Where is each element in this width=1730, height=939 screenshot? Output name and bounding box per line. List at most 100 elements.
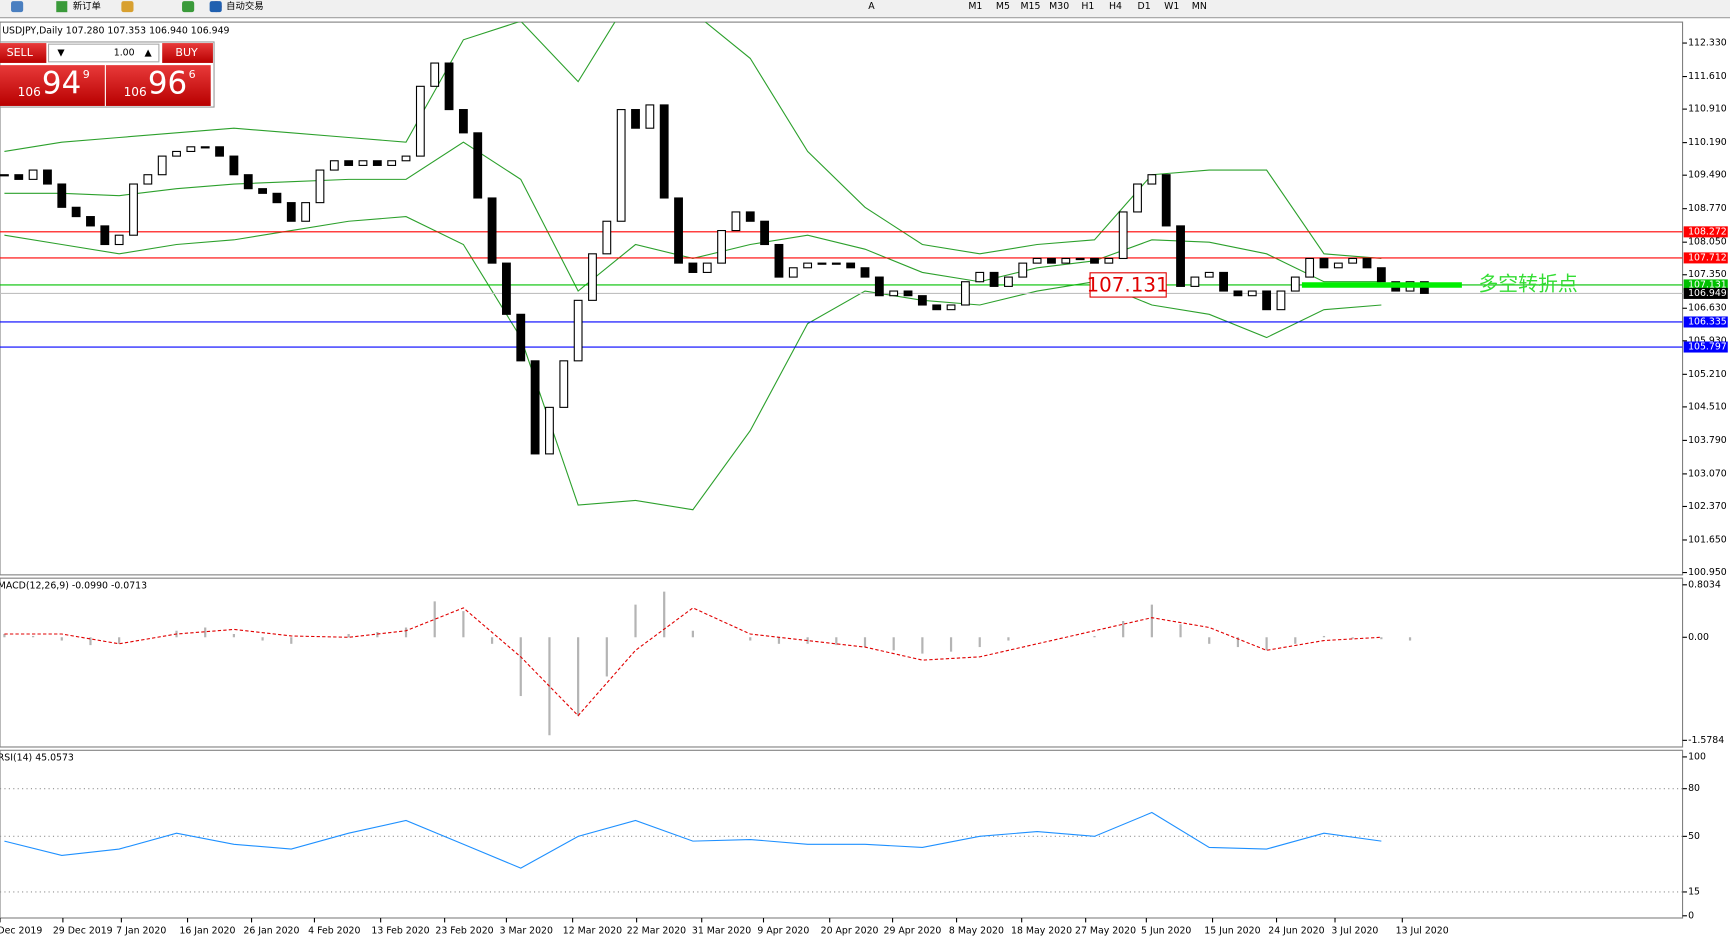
- candle-body: [702, 262, 712, 273]
- sell-button[interactable]: [0, 43, 47, 63]
- candle-body: [1362, 257, 1372, 269]
- timeframe-button[interactable]: M1: [968, 1, 982, 12]
- x-tick-label: 27 May 2020: [1075, 926, 1136, 937]
- candle-body: [975, 271, 985, 283]
- y-tick-label: 108.770: [1688, 203, 1727, 214]
- lots-input[interactable]: [47, 43, 160, 63]
- x-tick-label: 5 Jun 2020: [1141, 926, 1191, 937]
- y-tick-label: 101.650: [1688, 534, 1727, 545]
- toolbar-icon[interactable]: [182, 1, 195, 13]
- candle-body: [846, 262, 856, 269]
- y-tick-label: 0.00: [1688, 632, 1709, 643]
- x-tick-label: 29 Apr 2020: [884, 926, 942, 937]
- timeframe-button[interactable]: W1: [1164, 1, 1179, 12]
- candle-body: [458, 109, 468, 134]
- y-tick-label: 15: [1688, 886, 1700, 897]
- macd-title: MACD(12,26,9) -0.0990 -0.0713: [0, 580, 147, 591]
- candle-body: [817, 262, 827, 265]
- buy_price-big[interactable]: 106: [124, 85, 147, 99]
- macd-plot: [3, 591, 1412, 736]
- candle-body: [1305, 257, 1315, 278]
- turning-point-label: 多空转折点: [1478, 272, 1577, 295]
- toolbar-icon[interactable]: [11, 1, 24, 13]
- candle-body: [1147, 174, 1157, 185]
- x-tick-label: 29 Dec 2019: [53, 926, 113, 937]
- y-tick-label: 109.490: [1688, 170, 1727, 181]
- candle-body: [358, 160, 368, 166]
- candle-body: [1061, 257, 1071, 264]
- candle-body: [874, 276, 884, 297]
- timeframe-button[interactable]: MN: [1192, 1, 1207, 12]
- candle-body: [0, 174, 9, 177]
- macd-panel: [0, 577, 1684, 748]
- toolbar-icon[interactable]: [121, 1, 134, 13]
- buy_price-main[interactable]: 96: [148, 65, 187, 101]
- x-tick-label: 20 Apr 2020: [821, 926, 879, 937]
- buy-label[interactable]: BUY: [175, 46, 198, 59]
- candle-body: [1032, 257, 1042, 264]
- timeframe-button[interactable]: H4: [1109, 1, 1122, 12]
- x-tick-label: 23 Feb 2020: [435, 926, 493, 937]
- candle-body: [143, 174, 153, 185]
- sell_price-box[interactable]: [0, 65, 105, 106]
- x-tick-label: 3 Jul 2020: [1331, 926, 1378, 937]
- auto-trading-button[interactable]: 自动交易: [226, 0, 263, 12]
- candle-body: [1161, 174, 1171, 227]
- candle-body: [86, 216, 95, 227]
- candle-body: [473, 132, 483, 199]
- overlay: USDJPY,Daily 107.280 107.353 106.940 106…: [0, 25, 1578, 763]
- x-tick-label: 31 Mar 2020: [692, 926, 751, 937]
- timeframe-button[interactable]: M30: [1049, 1, 1069, 12]
- y-tick-label: 50: [1688, 831, 1700, 842]
- candle-body: [1118, 211, 1128, 260]
- candle-body: [917, 295, 927, 306]
- text-tool-button[interactable]: A: [868, 1, 875, 12]
- candle-body: [774, 243, 784, 278]
- candle-body: [129, 183, 138, 236]
- lots-down[interactable]: ▼: [57, 47, 65, 58]
- timeframe-button[interactable]: M5: [996, 1, 1010, 12]
- new-order-icon[interactable]: [56, 1, 68, 13]
- x-tick-label: 18 May 2020: [1011, 926, 1072, 937]
- x-tick-label: 13 Feb 2020: [371, 926, 429, 937]
- level-label: 105.797: [1688, 342, 1727, 353]
- candle-body: [688, 262, 698, 273]
- y-tick-label: 100.950: [1688, 567, 1727, 578]
- x-tick-label: 22 Mar 2020: [627, 926, 686, 937]
- toolbar-icon[interactable]: [209, 1, 222, 13]
- candle-body: [1376, 267, 1386, 283]
- new-order-button[interactable]: 新订单: [73, 0, 101, 12]
- lots-value[interactable]: 1.00: [114, 47, 135, 58]
- timeframe-button[interactable]: H1: [1081, 1, 1094, 12]
- buy_price-box[interactable]: [105, 65, 211, 106]
- timeframe-button[interactable]: M15: [1020, 1, 1040, 12]
- candle-body: [200, 146, 210, 149]
- buy_price-sup[interactable]: 6: [189, 68, 196, 81]
- level-label: 106.335: [1688, 316, 1727, 327]
- candle-body: [372, 160, 382, 166]
- sell_price-sup[interactable]: 9: [83, 68, 90, 81]
- candle-body: [1348, 257, 1358, 264]
- candle-body: [1276, 290, 1286, 311]
- sell-label[interactable]: SELL: [7, 46, 34, 59]
- sell_price-big[interactable]: 106: [18, 85, 41, 99]
- candle-body: [1333, 262, 1343, 269]
- buy-button[interactable]: [162, 43, 213, 63]
- y-tick-label: 110.910: [1688, 104, 1727, 115]
- timeframe-button[interactable]: D1: [1138, 1, 1151, 12]
- lots-up[interactable]: ▲: [145, 47, 153, 58]
- level-label-bg: [1683, 252, 1728, 264]
- candle-body: [186, 146, 196, 153]
- candle-body: [1204, 271, 1214, 278]
- candle-body: [172, 150, 181, 157]
- sell_price-main[interactable]: 94: [42, 65, 81, 101]
- bollinger-lower: [4, 216, 1382, 511]
- candle-body: [1075, 257, 1085, 261]
- x-tick-label: 13 Jul 2020: [1396, 926, 1449, 937]
- candle-body: [415, 85, 425, 157]
- candle-body: [57, 183, 67, 208]
- candle-body: [1219, 271, 1228, 292]
- candle-body: [258, 188, 268, 194]
- price-panel: [0, 21, 1684, 576]
- candle-body: [932, 304, 942, 311]
